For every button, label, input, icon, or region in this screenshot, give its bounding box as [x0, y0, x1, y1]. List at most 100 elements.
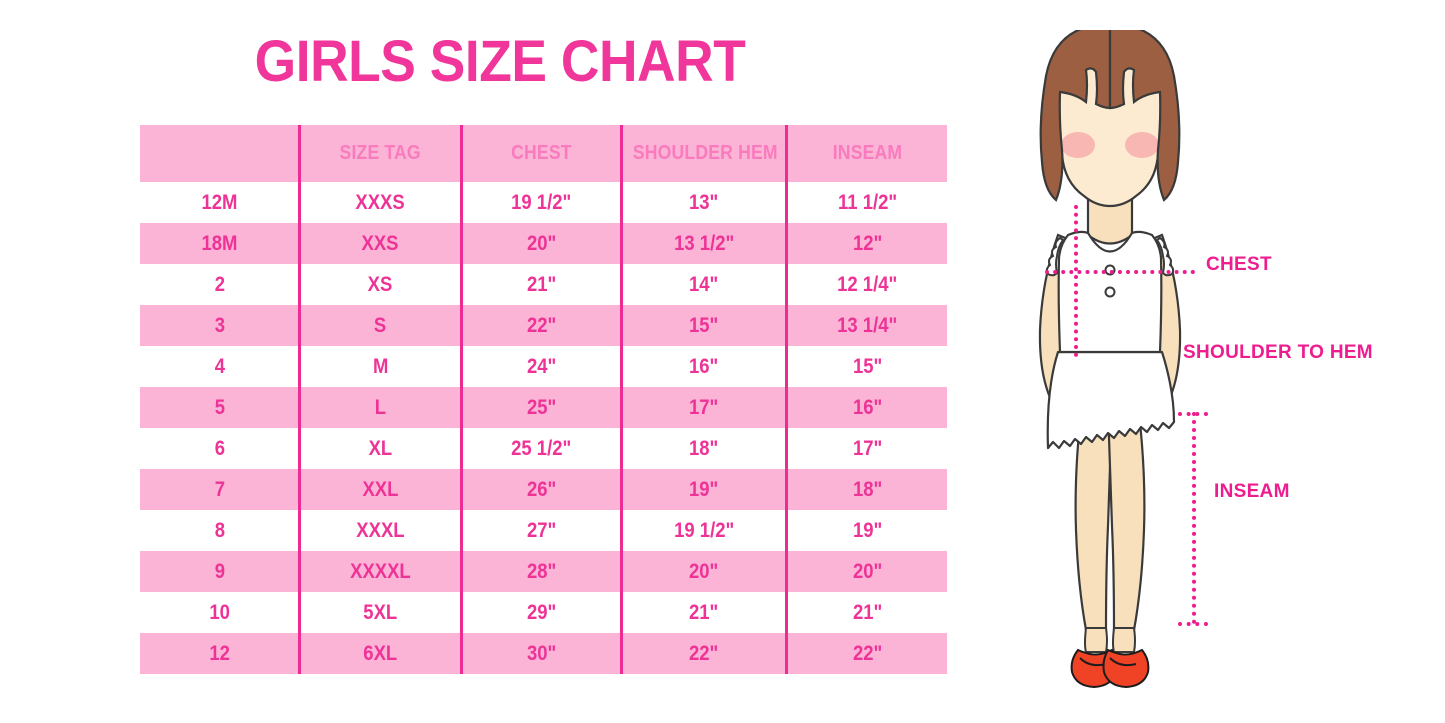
table-cell-chest: 24" [460, 346, 622, 387]
table-cell-size-tag: XXXS [298, 182, 462, 223]
table-row: 2 XS 21" 14" 12 1/4" [139, 264, 947, 305]
table-cell-shoulder-hem: 13 1/2" [620, 223, 787, 264]
cell-text: 6XL [363, 641, 398, 665]
cell-text: 15" [852, 354, 882, 378]
table-body: 12M XXXS 19 1/2" 13" 11 1/2" 18M XXS 20" 13 1/2"… [139, 182, 947, 674]
button-icon [1104, 286, 1116, 298]
cell-text: 22" [526, 313, 557, 337]
table-cell-size: 5 [139, 387, 300, 428]
table-row: 3 S 22" 15" 13 1/4" [139, 305, 947, 346]
table-row: 4 M 24" 16" 15" [139, 346, 947, 387]
table-cell-inseam: 22" [785, 633, 947, 674]
shoulder-hem-measure-line [1074, 205, 1078, 357]
cell-text: 19 1/2" [673, 518, 735, 542]
table-cell-chest: 25 1/2" [460, 428, 622, 469]
cell-text: 13 1/2" [673, 231, 735, 255]
size-chart-table-container: SIZE TAG CHEST SHOULDER HEM INSEAM 12 M XX… [138, 125, 947, 674]
cell-text: XXXXL [350, 559, 411, 583]
table-cell-shoulder-hem: 17" [620, 387, 787, 428]
table-cell-size: 8 [139, 510, 300, 551]
table-cell-size: 12 [139, 633, 300, 674]
column-header-inseam: INSEAM [785, 125, 947, 182]
table-cell-inseam: 17" [785, 428, 947, 469]
table-cell-chest: 21" [460, 264, 622, 305]
cell-text: 6 [214, 436, 225, 460]
table-row: 9 XXXXL 28" 20" 20" [139, 551, 947, 592]
column-header-size [139, 125, 300, 182]
table-cell-size-tag: L [298, 387, 462, 428]
cell-text: 19 1/2" [511, 190, 572, 214]
cell-text: 22" [689, 641, 719, 665]
table-cell-chest: 26" [460, 469, 622, 510]
table-cell-inseam: 12 1/4" [785, 264, 947, 305]
cell-text: S [374, 313, 387, 337]
cell-text: 5XL [363, 600, 398, 624]
table-cell-shoulder-hem: 16" [620, 346, 787, 387]
cell-text: XS [368, 272, 393, 296]
table-cell-size-tag: XXXL [298, 510, 462, 551]
cell-text: 13 1/4" [837, 313, 898, 337]
cell-text: 20" [852, 559, 882, 583]
table-cell-size-tag: XXXXL [298, 551, 462, 592]
cell-text: 22" [852, 641, 882, 665]
table-row: 7 XXL 26" 19" 18" [139, 469, 947, 510]
girl-figure-svg [1038, 22, 1182, 689]
cell-text: 25 1/2" [511, 436, 572, 460]
table-cell-chest: 30" [460, 633, 622, 674]
cell-text: 7 [214, 477, 225, 501]
cell-text: 16" [689, 354, 719, 378]
table-cell-size-tag: M [298, 346, 462, 387]
cell-text: 21" [852, 600, 882, 624]
table-header: SIZE TAG CHEST SHOULDER HEM INSEAM [139, 125, 947, 182]
cell-text: 14" [689, 272, 719, 296]
cell-text: 15" [689, 313, 719, 337]
cell-text: 12 [209, 641, 230, 665]
table-cell-chest: 22" [460, 305, 622, 346]
table-cell-chest: 27" [460, 510, 622, 551]
cell-text: XXS [362, 231, 399, 255]
inseam-measure-tick-top [1178, 412, 1208, 416]
label-chest: CHEST [1206, 254, 1272, 275]
cell-text: 30" [526, 641, 557, 665]
page-title: GIRLS SIZE CHART [254, 29, 746, 94]
table-cell-shoulder-hem: 19" [620, 469, 787, 510]
cell-text: 18" [852, 477, 882, 501]
label-shoulder-to-hem: SHOULDER TO HEM [1183, 342, 1373, 363]
cell-text: 2 [214, 272, 225, 296]
cell-text: 19" [852, 518, 882, 542]
table-header-row: SIZE TAG CHEST SHOULDER HEM INSEAM [139, 125, 947, 182]
table-cell-chest: 29" [460, 592, 622, 633]
table-row: 5 L 25" 17" 16" [139, 387, 947, 428]
table-cell-size: 18M [139, 223, 300, 264]
table-cell-chest: 20" [460, 223, 622, 264]
column-header-shoulder-hem: SHOULDER HEM [620, 125, 787, 182]
cell-text: XXL [362, 477, 399, 501]
table-row: 6 XL 25 1/2" 18" 17" [139, 428, 947, 469]
table-cell-inseam: 20" [785, 551, 947, 592]
blush-left [1061, 132, 1095, 158]
table-cell-chest: 19 1/2" [460, 182, 622, 223]
shoe-right-icon [1102, 648, 1150, 689]
table-row: 12M XXXS 19 1/2" 13" 11 1/2" [139, 182, 947, 223]
table-cell-shoulder-hem: 14" [620, 264, 787, 305]
table-row: 8 XXXL 27" 19 1/2" 19" [139, 510, 947, 551]
table-cell-shoulder-hem: 13" [620, 182, 787, 223]
table-cell-inseam: 16" [785, 387, 947, 428]
cell-text: 8 [214, 518, 225, 542]
table-cell-chest: 28" [460, 551, 622, 592]
cell-text: XXXL [356, 518, 405, 542]
table-cell-size-tag: 5XL [298, 592, 462, 633]
cell-text: 18" [689, 436, 719, 460]
table-cell-size: 9 [139, 551, 300, 592]
cell-text: 9 [214, 559, 225, 583]
table-cell-size-tag: XS [298, 264, 462, 305]
cell-text: 18M [201, 231, 238, 255]
table-cell-size-tag: 6XL [298, 633, 462, 674]
table-cell-size: 2 [139, 264, 300, 305]
cell-text: 12" [852, 231, 882, 255]
table-cell-size-tag: XXS [298, 223, 462, 264]
cell-text: L [374, 395, 387, 419]
cell-text: 24" [526, 354, 557, 378]
size-chart-table: SIZE TAG CHEST SHOULDER HEM INSEAM 12 M XX… [138, 125, 947, 674]
